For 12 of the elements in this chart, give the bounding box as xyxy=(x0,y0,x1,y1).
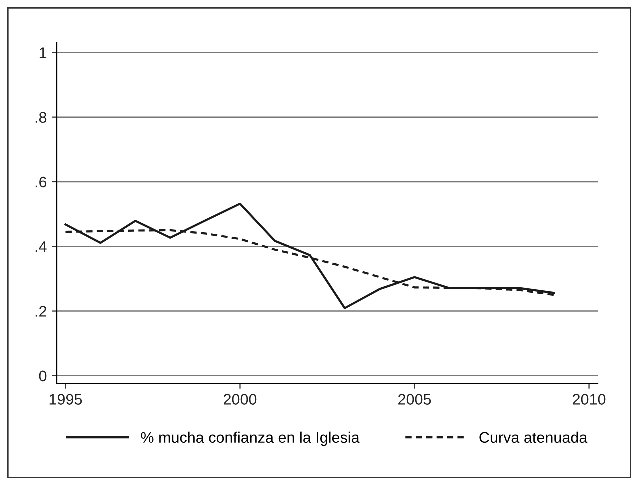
y-tick-label: .6 xyxy=(36,176,47,188)
legend-label: Curva atenuada xyxy=(480,432,588,444)
y-tick-label: 1 xyxy=(40,48,47,58)
x-tick-label: 1995 xyxy=(50,394,82,405)
y-tick-label: .2 xyxy=(36,306,47,317)
y-tick-label: .4 xyxy=(36,242,47,252)
x-tick-label: 2000 xyxy=(224,394,257,405)
y-tick-label: .8 xyxy=(36,112,47,124)
x-tick-label: 2010 xyxy=(573,394,606,405)
y-tick-label: 0 xyxy=(39,370,47,382)
legend-label: % mucha confianza en la Iglesia xyxy=(141,432,360,446)
x-tick-label: 2005 xyxy=(398,394,432,405)
